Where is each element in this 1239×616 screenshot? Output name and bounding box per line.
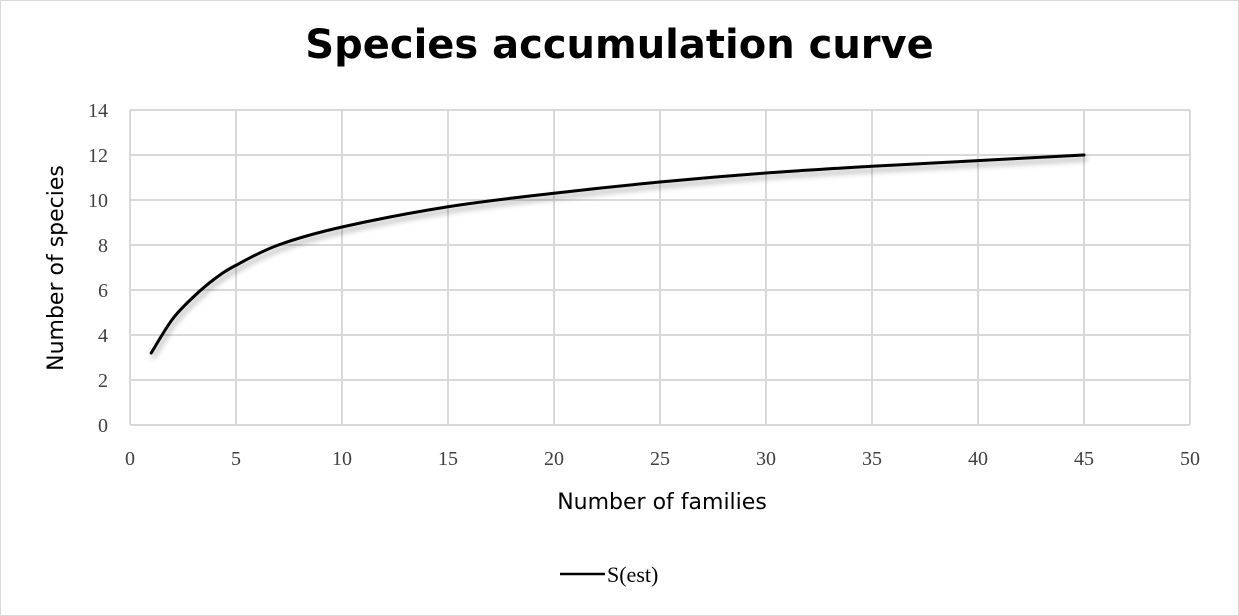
x-tick-label: 45 [1074, 448, 1094, 470]
y-tick-label: 0 [98, 415, 108, 437]
y-tick-label: 14 [88, 100, 108, 122]
y-tick-label: 8 [98, 235, 108, 257]
y-tick-label: 12 [88, 145, 108, 167]
x-tick-label: 20 [544, 448, 564, 470]
y-tick-label: 4 [98, 325, 108, 347]
x-tick-label: 35 [862, 448, 882, 470]
x-tick-label: 30 [756, 448, 776, 470]
y-axis-label: Number of species [44, 165, 69, 371]
chart-title: Species accumulation curve [305, 22, 934, 68]
y-tick-label: 10 [88, 190, 108, 212]
y-tick-label: 2 [98, 370, 108, 392]
x-tick-label: 5 [231, 448, 241, 470]
series-line-S(est) [149, 153, 1086, 355]
x-tick-label: 10 [332, 448, 352, 470]
x-tick-label: 0 [125, 448, 135, 470]
x-tick-label: 25 [650, 448, 670, 470]
x-tick-label: 40 [968, 448, 988, 470]
x-tick-label: 50 [1180, 448, 1200, 470]
x-axis-label: Number of families [557, 490, 767, 515]
legend-label: S(est) [607, 562, 658, 587]
x-tick-label: 15 [438, 448, 458, 470]
y-tick-label: 6 [98, 280, 108, 302]
